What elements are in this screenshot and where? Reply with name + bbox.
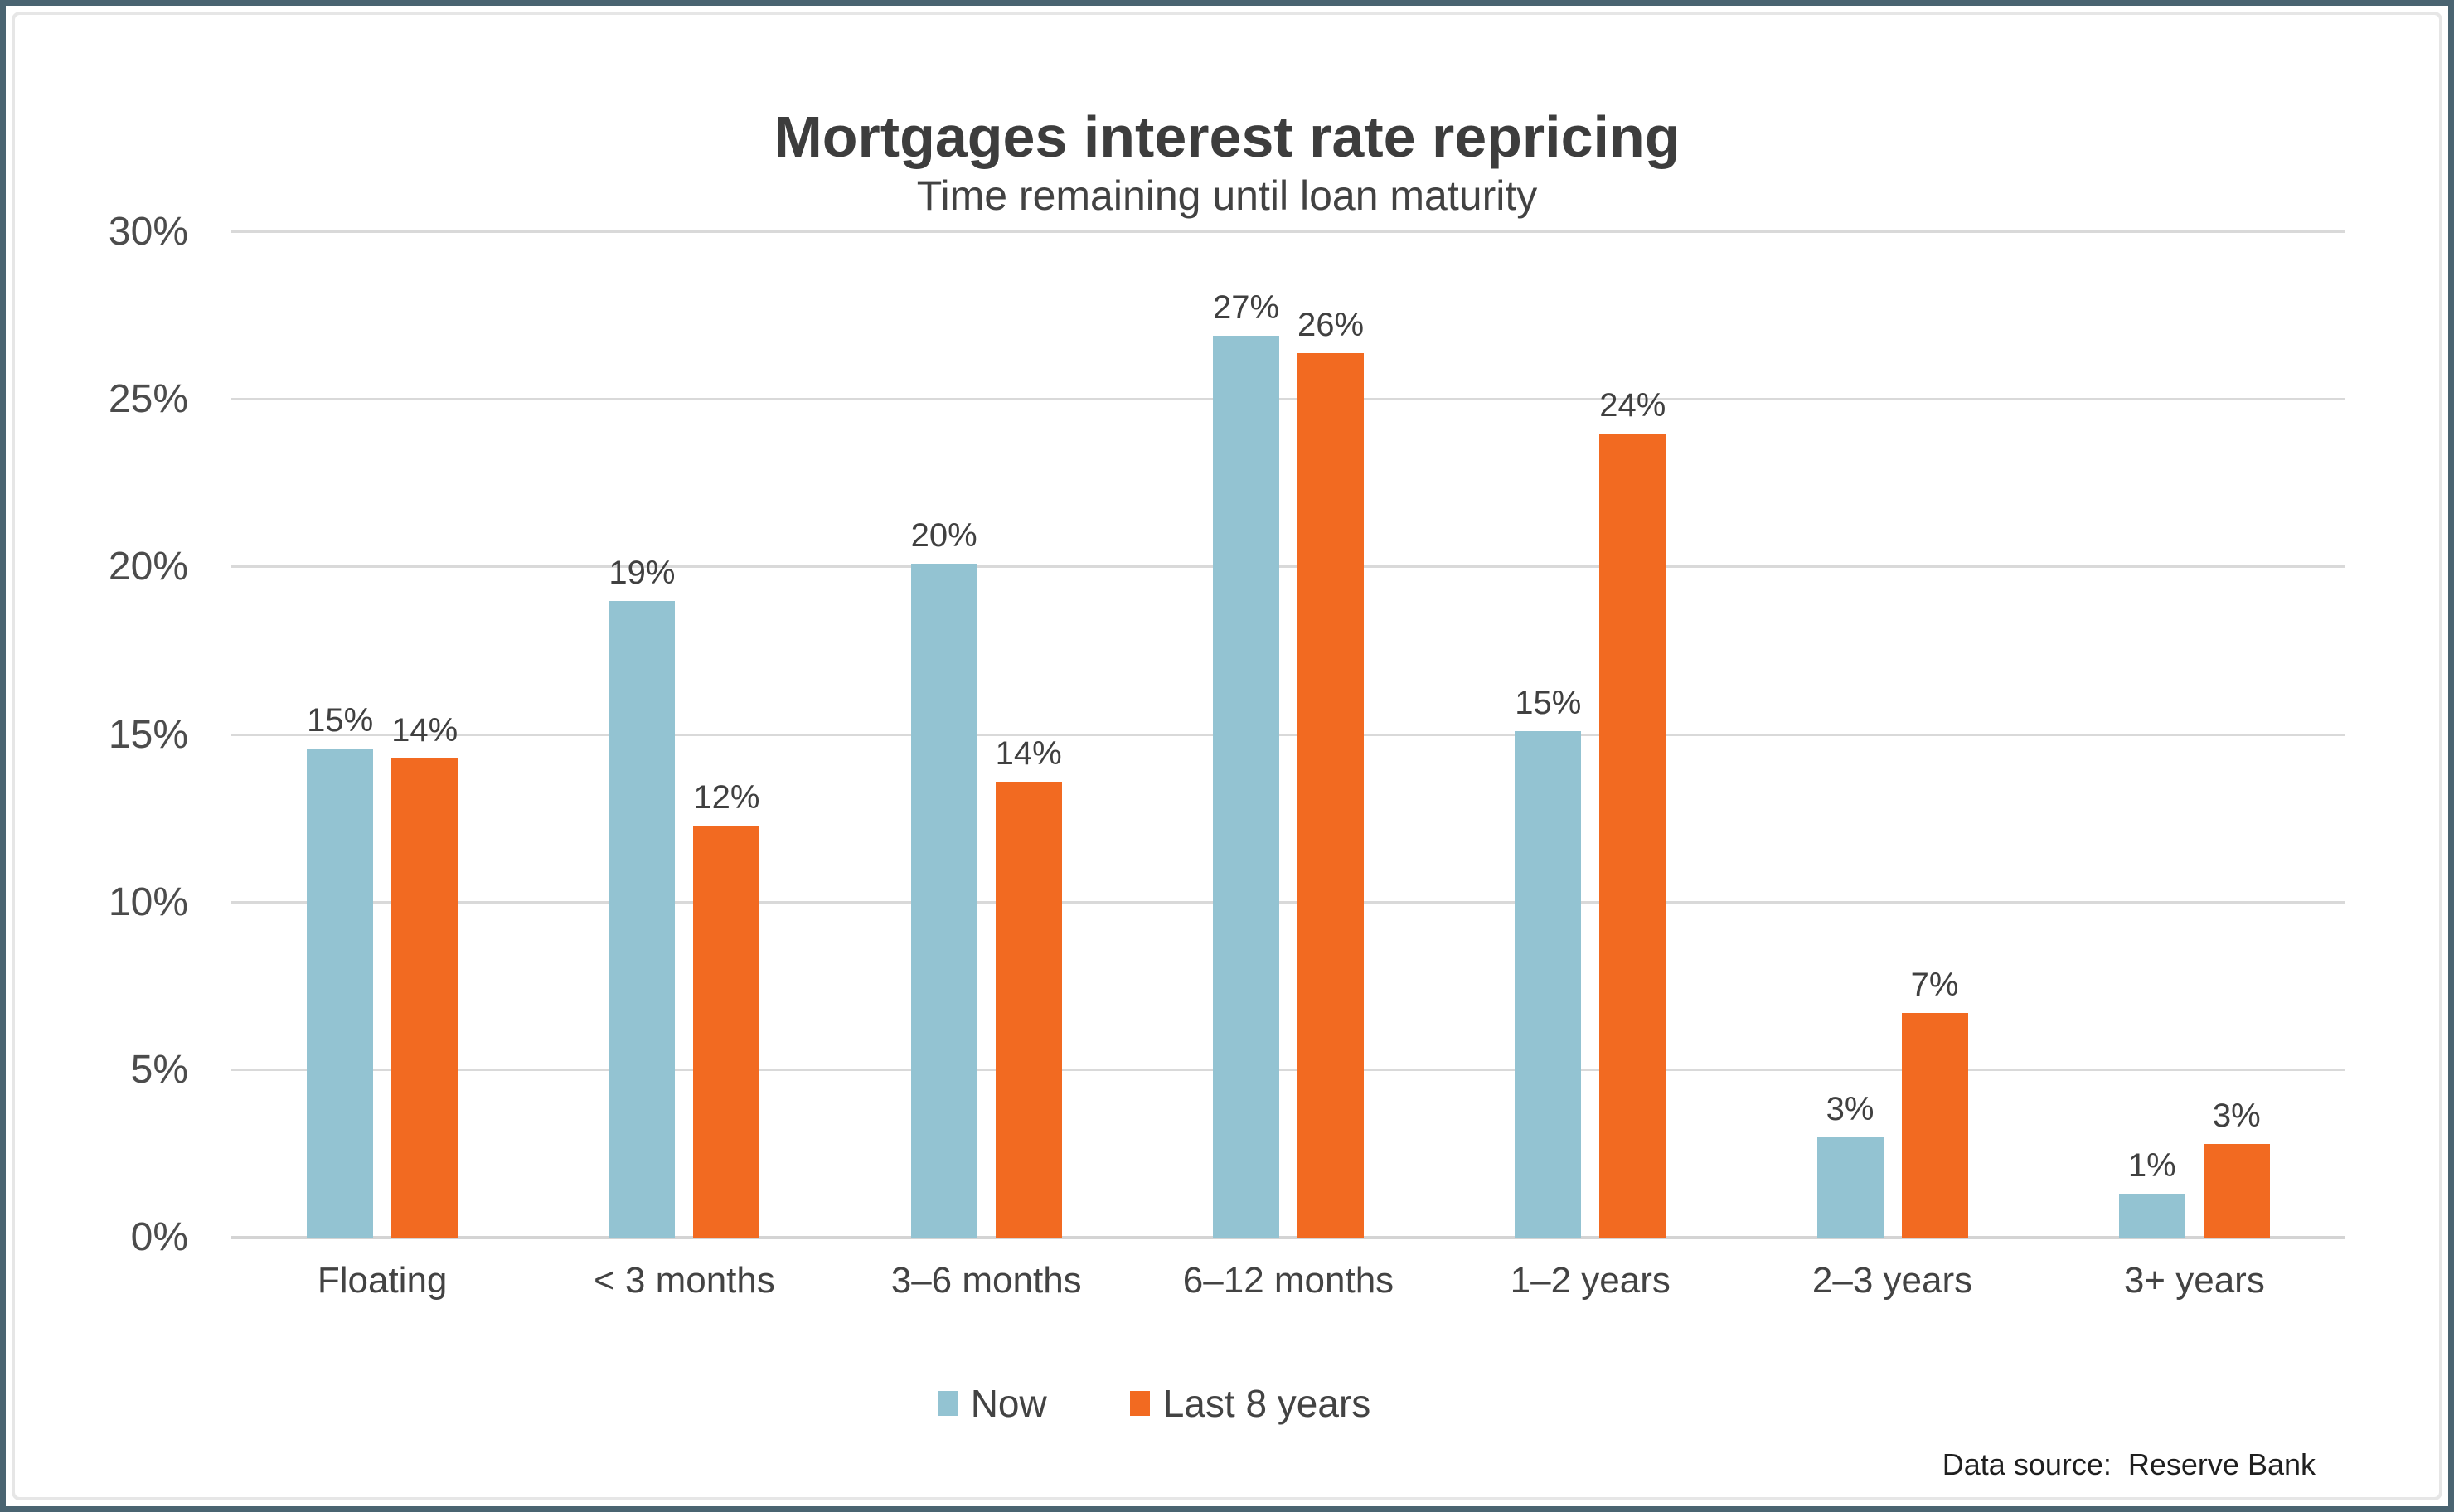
bar-group: 3% 7% 2–3 years (1741, 232, 2043, 1301)
bar-last-8-years: 26% (1297, 308, 1364, 1238)
x-axis-category-label: 6–12 months (1182, 1260, 1394, 1301)
bar-last-8-years: 7% (1901, 968, 1968, 1238)
y-axis-tick-label: 25% (108, 377, 188, 422)
legend-label-now: Now (970, 1382, 1047, 1425)
gridline (231, 733, 2345, 736)
gridline (231, 230, 2345, 233)
bar-last-8-years: 14% (996, 737, 1062, 1238)
y-axis-tick-label: 30% (108, 210, 188, 254)
bar-value-label: 19% (609, 554, 676, 591)
bar-now: 27% (1213, 291, 1279, 1238)
x-axis-category-label: 1–2 years (1510, 1260, 1671, 1301)
legend-item-last-8-years: Last 8 years (1129, 1382, 1371, 1425)
bar-now: 15% (307, 704, 373, 1238)
bar-last-8-years: 14% (391, 714, 458, 1238)
bar-last-8-years: 12% (693, 781, 759, 1238)
gridline (231, 398, 2345, 401)
x-axis-category-label: < 3 months (593, 1260, 775, 1301)
legend-swatch-now (937, 1391, 958, 1416)
bar-groups-row: 15% 14% Floating 19% 12% < 3 months 20% 14% 3–6 … (231, 232, 2345, 1301)
bar-value-label: 20% (910, 517, 977, 555)
x-axis-category-label: 3–6 months (890, 1260, 1082, 1301)
gridline (231, 1068, 2345, 1071)
legend: Now Last 8 years (0, 1384, 2375, 1422)
bar-last-8-years: 24% (1599, 389, 1666, 1238)
bar-value-label: 14% (995, 735, 1062, 773)
y-axis-tick-label: 10% (108, 880, 188, 924)
x-axis-category-label: Floating (317, 1260, 448, 1301)
bar-now: 15% (1515, 686, 1581, 1238)
bar-value-label: 14% (391, 711, 458, 749)
y-axis-tick-label: 15% (108, 712, 188, 757)
y-axis-tick-label: 20% (108, 545, 188, 589)
data-source-note: Data source: Reserve Bank (1942, 1447, 2316, 1481)
gridline (231, 565, 2345, 569)
plot-area: 0% 5% 10% 15% 20% 25% 30% 15% 14% Floating 19% 12% <… (109, 212, 2345, 1301)
chart-title: Mortgages interest rate repricing (774, 104, 1680, 169)
bar-now: 1% (2118, 1149, 2185, 1238)
bar-group: 1% 3% 3+ years (2044, 232, 2345, 1301)
bar-group: 15% 24% 1–2 years (1439, 232, 1741, 1301)
x-axis-category-label: 2–3 years (1811, 1260, 1973, 1301)
bar-value-label: 26% (1297, 306, 1365, 343)
bar-group: 15% 14% Floating (231, 232, 533, 1301)
bar-value-label: 7% (1910, 967, 1959, 1004)
bar-group: 27% 26% 6–12 months (1137, 232, 1439, 1301)
gridline (231, 900, 2345, 904)
legend-item-now: Now (937, 1382, 1047, 1425)
bar-value-label: 15% (307, 701, 374, 739)
bar-last-8-years: 3% (2203, 1099, 2270, 1238)
bar-value-label: 15% (1515, 685, 1582, 722)
bar-now: 3% (1816, 1093, 1884, 1238)
x-axis-category-label: 3+ years (2123, 1260, 2265, 1301)
bar-value-label: 3% (2212, 1097, 2261, 1134)
bar-value-label: 1% (2127, 1147, 2176, 1185)
chart-subtitle: Time remaining until loan maturity (916, 172, 1538, 219)
legend-swatch-last-8-years (1129, 1391, 1150, 1416)
bar-value-label: 3% (1826, 1090, 1874, 1127)
y-axis-tick-label: 5% (130, 1047, 188, 1092)
bar-value-label: 24% (1599, 386, 1666, 424)
bar-value-label: 27% (1212, 289, 1280, 327)
legend-label-last-8-years: Last 8 years (1162, 1382, 1371, 1425)
bar-value-label: 12% (693, 778, 760, 816)
bar-now: 20% (911, 519, 977, 1238)
bar-group: 20% 14% 3–6 months (836, 232, 1137, 1301)
bar-now: 19% (609, 556, 675, 1238)
x-axis-baseline (231, 1236, 2345, 1239)
bar-group: 19% 12% < 3 months (533, 232, 835, 1301)
y-axis-tick-label: 0% (130, 1215, 188, 1259)
